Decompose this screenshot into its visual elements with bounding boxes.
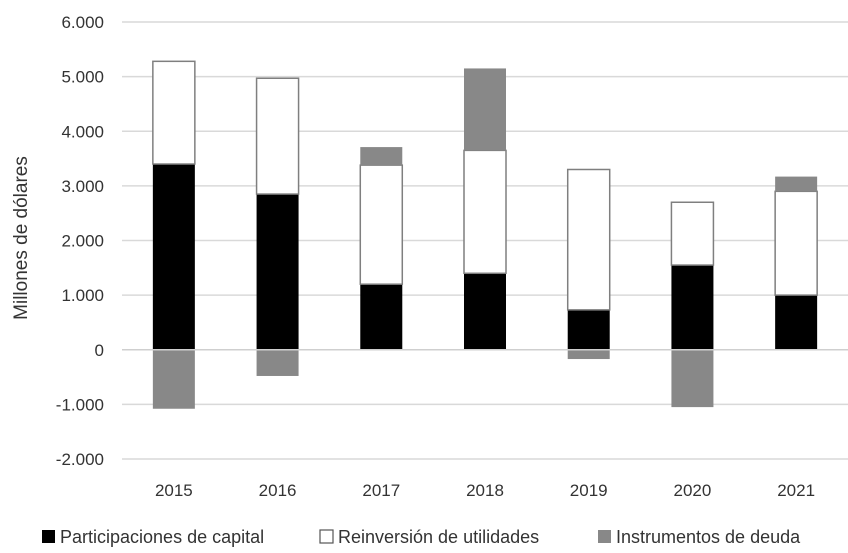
bar-participaciones-de-capital-2018 (464, 273, 506, 350)
bar-reinversi-n-de-utilidades-2015 (152, 60, 196, 165)
bar-participaciones-de-capital-2020 (671, 265, 714, 350)
bar-instrumentos-de-deuda-2016 (256, 349, 299, 376)
bar-instrumentos-de-deuda-2017 (360, 147, 403, 166)
y-tick-label: 1.000 (61, 286, 104, 305)
y-tick-label: 6.000 (61, 13, 104, 32)
y-tick-label: 0 (95, 341, 104, 360)
legend-label: Reinversión de utilidades (338, 527, 539, 547)
x-tick-label: 2020 (674, 481, 712, 500)
bar-reinversi-n-de-utilidades-2020 (670, 201, 715, 266)
x-tick-label: 2016 (259, 481, 297, 500)
bar-reinversi-n-de-utilidades-2016 (255, 77, 300, 195)
x-tick-label: 2019 (570, 481, 608, 500)
legend-swatch (42, 530, 55, 543)
y-tick-label: 4.000 (61, 122, 104, 141)
y-tick-label: -2.000 (56, 450, 104, 469)
y-tick-label: 5.000 (61, 68, 104, 87)
y-tick-label: -1.000 (56, 395, 104, 414)
legend-label: Participaciones de capital (60, 527, 264, 547)
bar-reinversi-n-de-utilidades-2018 (463, 149, 507, 275)
x-tick-label: 2018 (466, 481, 504, 500)
bar-reinversi-n-de-utilidades-2017 (359, 164, 404, 285)
legend: Participaciones de capital Reinversión de… (42, 527, 801, 547)
bar-participaciones-de-capital-2019 (567, 309, 610, 350)
x-axis-ticks: 2015 2016 2017 2018 2019 2020 2021 (155, 481, 815, 500)
x-tick-label: 2017 (362, 481, 400, 500)
legend-swatch (598, 530, 611, 543)
bar-reinversi-n-de-utilidades-2021 (774, 190, 818, 296)
bar-participaciones-de-capital-2021 (775, 295, 818, 350)
legend-swatch (319, 529, 334, 544)
bar-instrumentos-de-deuda-2018 (464, 68, 506, 151)
legend-label: Instrumentos de deuda (616, 527, 801, 547)
x-tick-label: 2015 (155, 481, 193, 500)
bar-instrumentos-de-deuda-2021 (775, 176, 818, 192)
bar-reinversi-n-de-utilidades-2019 (566, 168, 611, 311)
y-axis-ticks: -2.000 -1.000 0 1.000 2.000 3.000 4.000 5.000 6.… (56, 13, 104, 469)
bar-participaciones-de-capital-2015 (152, 164, 195, 350)
bar-instrumentos-de-deuda-2020 (671, 349, 714, 408)
bar-instrumentos-de-deuda-2019 (567, 349, 610, 360)
bars (152, 60, 818, 409)
x-tick-label: 2021 (777, 481, 815, 500)
y-tick-label: 3.000 (61, 177, 104, 196)
y-tick-label: 2.000 (61, 232, 104, 251)
bar-participaciones-de-capital-2016 (256, 194, 299, 350)
y-axis-title: Millones de dólares (11, 156, 32, 320)
bar-instrumentos-de-deuda-2015 (152, 349, 195, 409)
bar-participaciones-de-capital-2017 (360, 284, 403, 350)
